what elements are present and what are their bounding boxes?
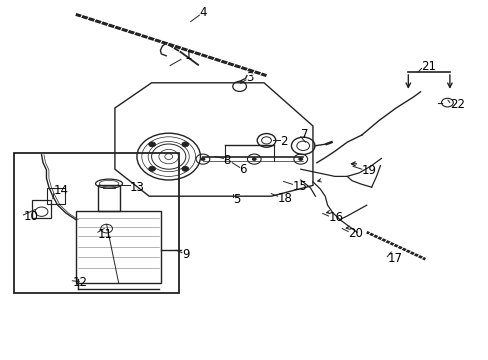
Text: 12: 12 — [72, 276, 87, 289]
Circle shape — [251, 157, 256, 161]
Text: 17: 17 — [386, 252, 402, 265]
Circle shape — [182, 166, 188, 171]
Text: 22: 22 — [449, 98, 464, 111]
Text: 15: 15 — [292, 180, 306, 193]
Text: 2: 2 — [279, 135, 286, 148]
Bar — [47, 188, 64, 204]
Circle shape — [148, 166, 155, 171]
Text: 14: 14 — [54, 184, 69, 197]
Text: 13: 13 — [129, 181, 144, 194]
Bar — [98, 185, 120, 211]
Text: 20: 20 — [347, 227, 362, 240]
Text: 5: 5 — [232, 193, 240, 206]
Text: 9: 9 — [182, 248, 189, 261]
Text: 11: 11 — [98, 228, 113, 240]
Text: 18: 18 — [277, 192, 292, 204]
Text: 21: 21 — [421, 60, 436, 73]
Bar — [32, 200, 51, 218]
Circle shape — [148, 142, 155, 147]
Text: 8: 8 — [223, 154, 230, 167]
Text: 16: 16 — [328, 211, 343, 224]
Text: 3: 3 — [245, 71, 253, 84]
Text: 10: 10 — [23, 210, 38, 223]
Text: 7: 7 — [300, 129, 307, 141]
Text: 1: 1 — [184, 49, 192, 62]
Text: 19: 19 — [361, 165, 376, 177]
Text: 6: 6 — [239, 163, 246, 176]
Text: 4: 4 — [199, 6, 206, 19]
Bar — [76, 211, 161, 283]
Circle shape — [298, 157, 303, 161]
Circle shape — [200, 157, 205, 161]
Circle shape — [182, 142, 188, 147]
Bar — [14, 153, 179, 293]
